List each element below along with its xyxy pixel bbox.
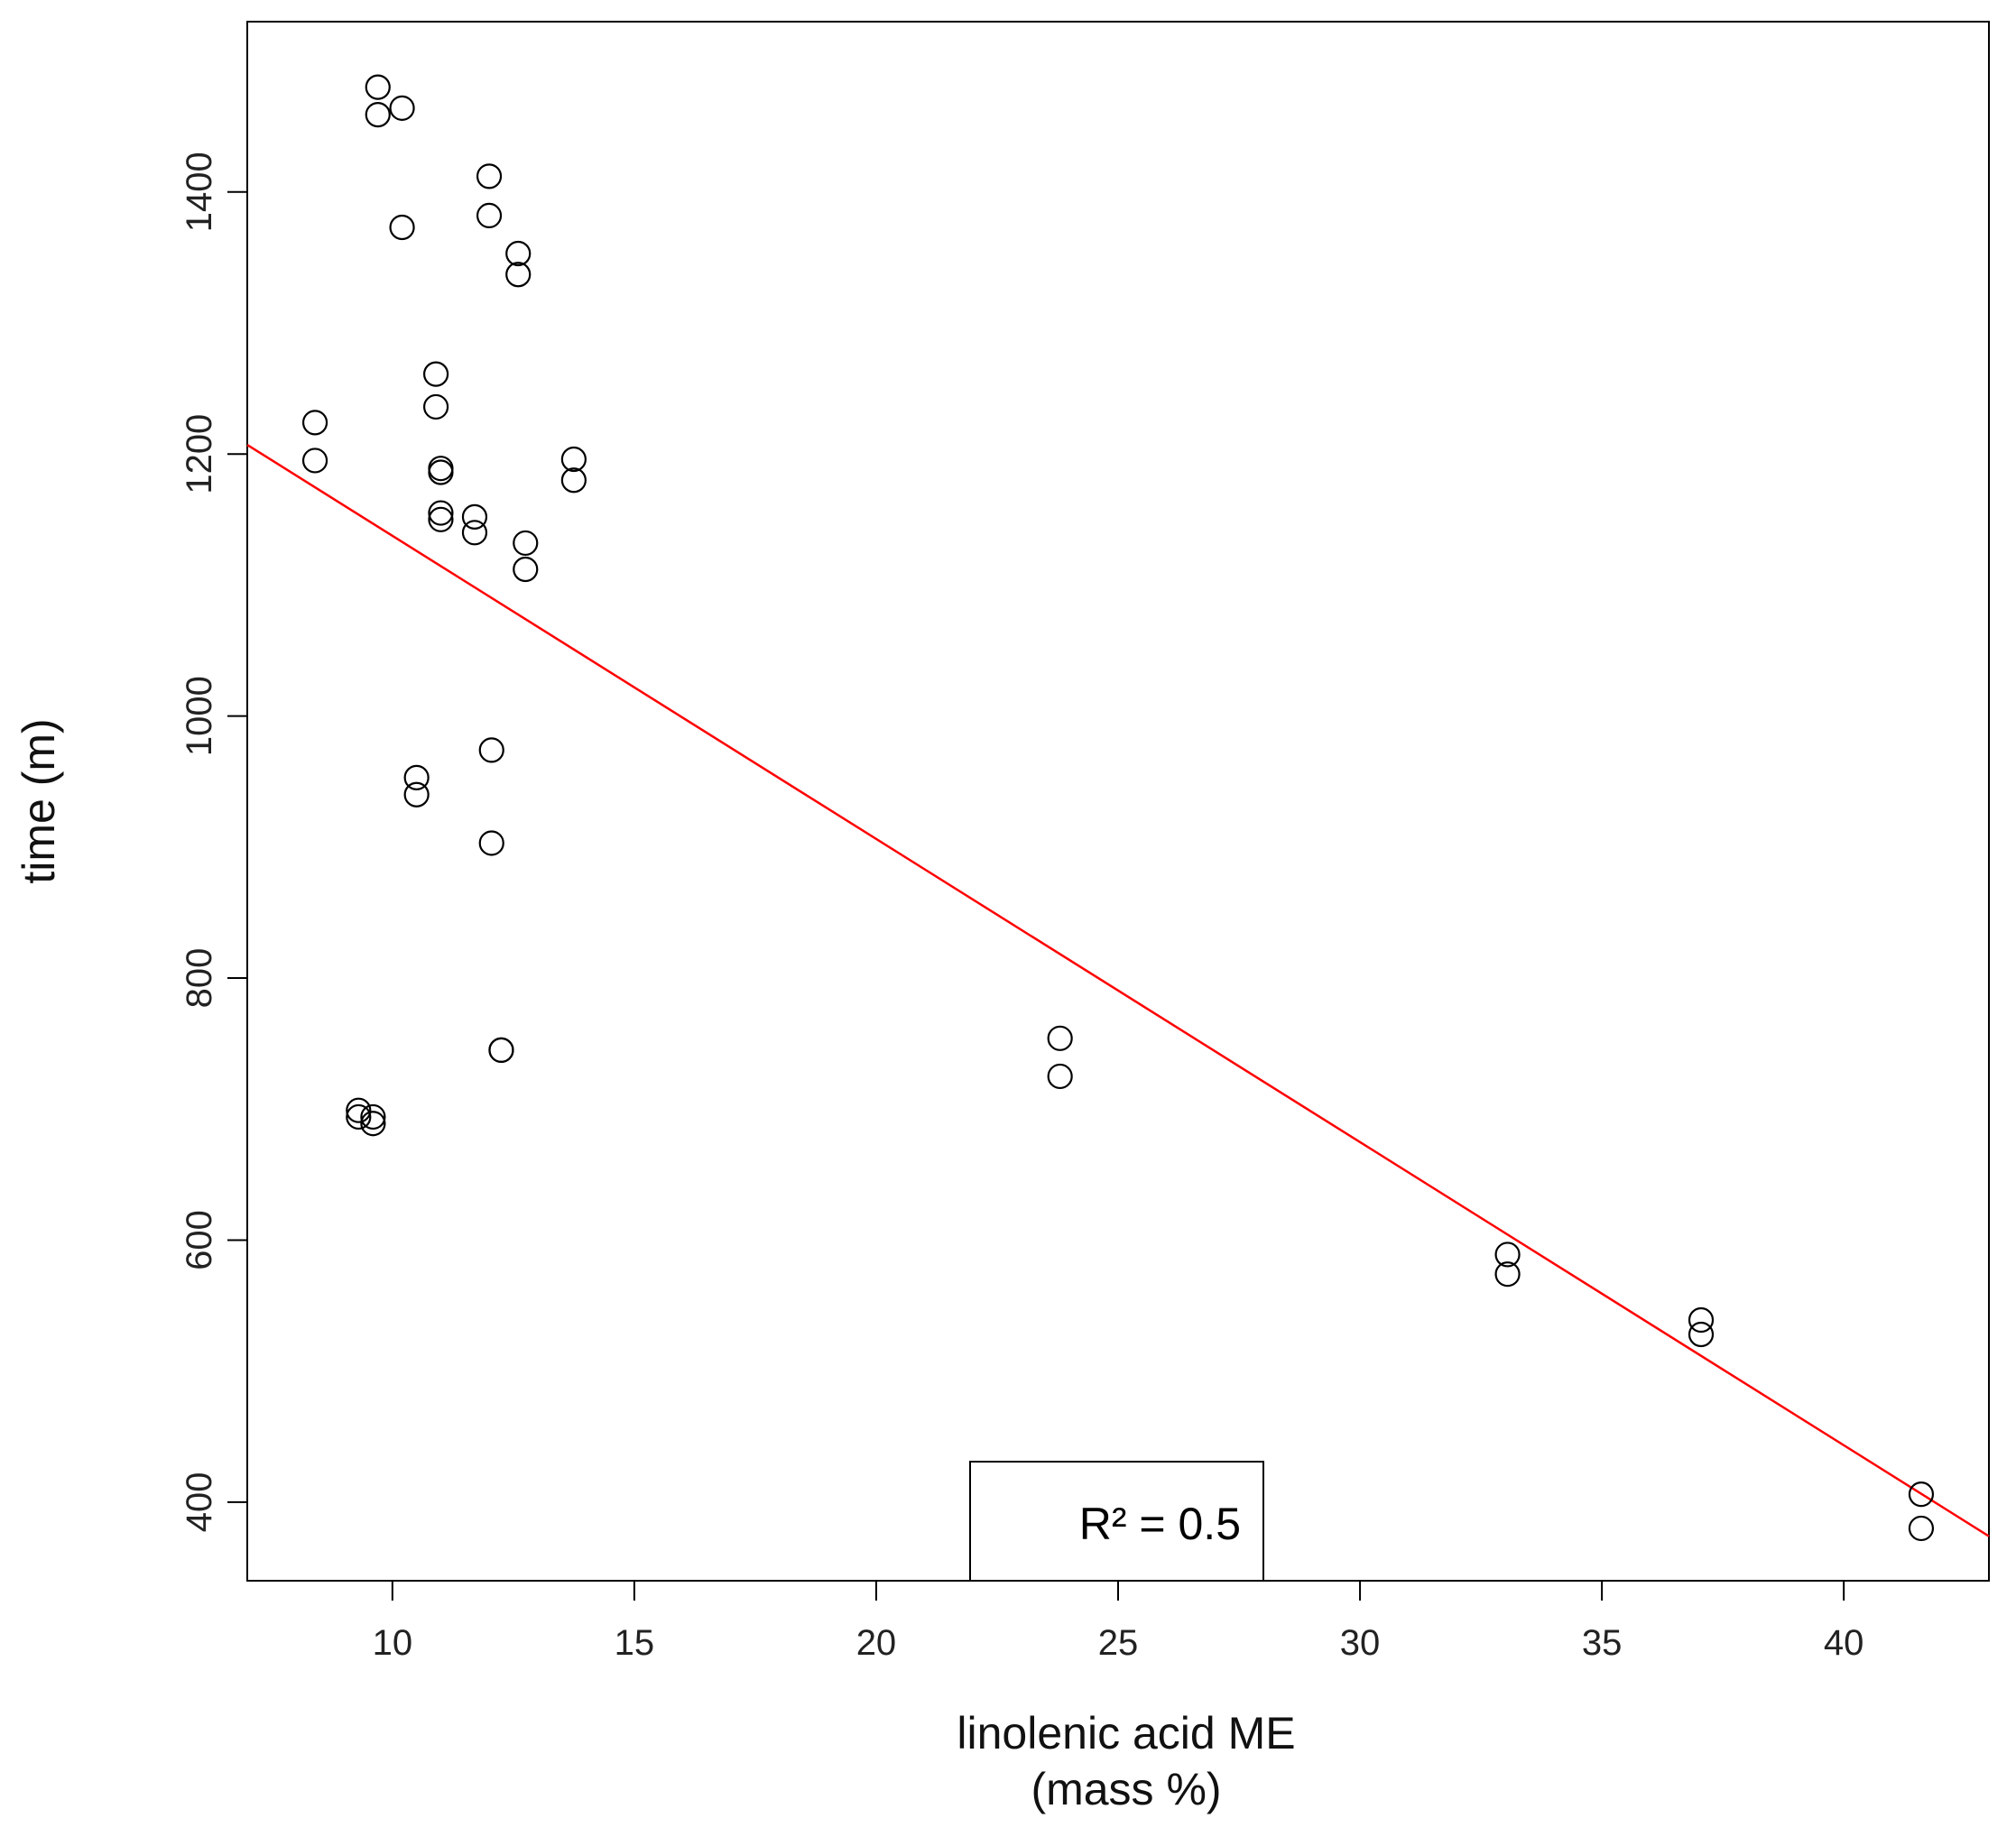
data-point-28 xyxy=(513,530,539,557)
data-point-5 xyxy=(360,1111,386,1137)
data-point-29 xyxy=(513,556,539,583)
data-point-9 xyxy=(389,214,415,241)
y-tick-label-600: 600 xyxy=(180,1210,219,1270)
x-tick-label-15: 15 xyxy=(615,1623,655,1663)
data-point-25 xyxy=(488,1037,514,1063)
data-point-22 xyxy=(478,737,504,763)
data-point-8 xyxy=(389,95,415,121)
data-point-6 xyxy=(365,74,391,100)
y-tick-label-1400: 1400 xyxy=(180,152,219,232)
regression-line xyxy=(246,443,1990,1537)
x-axis-ticks: 10 15 20 25 30 35 40 xyxy=(373,1581,1864,1663)
legend-r-squared: R² = 0.5 xyxy=(1079,1499,1241,1549)
data-point-12 xyxy=(422,361,449,387)
data-point-1 xyxy=(301,448,328,474)
data-point-13 xyxy=(422,393,449,420)
x-tick-label-30: 30 xyxy=(1340,1623,1381,1663)
data-point-37 xyxy=(1688,1321,1715,1348)
data-point-7 xyxy=(365,101,391,128)
data-point-10 xyxy=(403,764,430,790)
legend-box xyxy=(969,1461,1264,1582)
x-axis-title-units: (mass %) xyxy=(1031,1764,1221,1814)
data-point-4 xyxy=(360,1103,386,1131)
x-axis-title: linolenic acid ME xyxy=(957,1708,1295,1758)
data-point-35 xyxy=(1494,1261,1521,1288)
data-point-3 xyxy=(346,1103,372,1131)
y-tick-label-400: 400 xyxy=(180,1472,219,1532)
x-tick-label-10: 10 xyxy=(373,1623,413,1663)
data-point-30 xyxy=(560,446,587,473)
data-point-17 xyxy=(428,506,454,532)
y-axis-ticks: 400 600 800 1000 1200 1400 xyxy=(180,152,247,1532)
x-tick-label-40: 40 xyxy=(1824,1623,1864,1663)
plot-frame xyxy=(246,21,1990,1582)
data-point-2 xyxy=(346,1097,372,1123)
data-point-23 xyxy=(478,830,504,856)
data-point-26 xyxy=(505,240,532,267)
data-point-34 xyxy=(1494,1241,1521,1268)
x-tick-label-25: 25 xyxy=(1098,1623,1139,1663)
y-tick-label-800: 800 xyxy=(180,948,219,1009)
data-point-0 xyxy=(301,410,328,436)
data-point-33 xyxy=(1047,1063,1073,1090)
data-point-18 xyxy=(461,503,488,530)
y-axis-title: time (m) xyxy=(14,718,64,883)
data-point-38 xyxy=(1908,1481,1935,1508)
data-point-15 xyxy=(428,459,454,485)
y-tick-label-1200: 1200 xyxy=(180,414,219,494)
data-point-31 xyxy=(560,467,587,494)
data-point-36 xyxy=(1688,1306,1715,1334)
data-point-11 xyxy=(403,781,430,808)
data-point-32 xyxy=(1047,1025,1073,1051)
data-point-16 xyxy=(428,500,454,526)
data-point-21 xyxy=(476,202,503,229)
x-tick-label-20: 20 xyxy=(856,1623,897,1663)
data-point-39 xyxy=(1908,1515,1935,1542)
data-point-27 xyxy=(505,262,532,288)
y-tick-label-1000: 1000 xyxy=(180,676,219,756)
data-point-19 xyxy=(461,520,488,546)
data-point-20 xyxy=(476,163,503,189)
data-points xyxy=(301,74,1935,1542)
x-tick-label-35: 35 xyxy=(1582,1623,1623,1663)
